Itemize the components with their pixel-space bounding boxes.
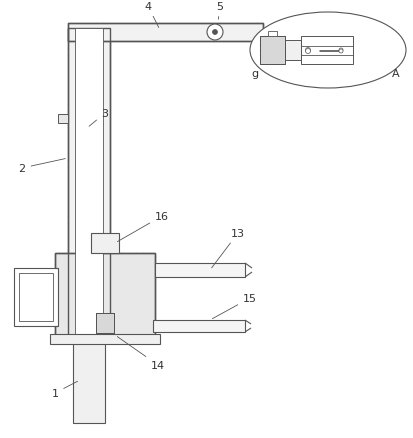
- Circle shape: [305, 49, 310, 54]
- Bar: [19, 273, 53, 321]
- Bar: [68, 24, 262, 42]
- Bar: [14, 268, 58, 326]
- Bar: [91, 233, 119, 254]
- Text: 16: 16: [117, 212, 169, 242]
- Circle shape: [338, 49, 342, 53]
- Bar: [75, 29, 103, 338]
- Text: 4: 4: [144, 2, 158, 28]
- Bar: [73, 337, 105, 423]
- Bar: [300, 37, 352, 65]
- Bar: [96, 313, 114, 333]
- Circle shape: [338, 50, 342, 54]
- Bar: [267, 32, 276, 37]
- Bar: [55, 254, 154, 338]
- Bar: [154, 263, 244, 277]
- Text: 14: 14: [117, 337, 165, 370]
- Circle shape: [212, 30, 217, 35]
- Text: 3: 3: [89, 109, 108, 127]
- Text: 1: 1: [51, 381, 77, 398]
- Text: 2: 2: [19, 159, 65, 173]
- Bar: [259, 37, 284, 65]
- Text: g: g: [251, 69, 258, 79]
- Bar: [68, 24, 262, 42]
- Bar: [50, 334, 159, 344]
- Text: 15: 15: [212, 293, 256, 319]
- Bar: [68, 29, 110, 343]
- Bar: [55, 254, 154, 338]
- Text: 13: 13: [211, 229, 244, 268]
- Bar: [58, 115, 68, 124]
- Text: A: A: [391, 69, 399, 79]
- Ellipse shape: [249, 13, 405, 89]
- Bar: [259, 37, 284, 65]
- Bar: [96, 313, 114, 333]
- Circle shape: [206, 25, 223, 41]
- Bar: [68, 29, 110, 343]
- Circle shape: [305, 48, 310, 53]
- Text: 5: 5: [216, 2, 223, 20]
- Bar: [153, 320, 244, 332]
- Bar: [284, 41, 300, 61]
